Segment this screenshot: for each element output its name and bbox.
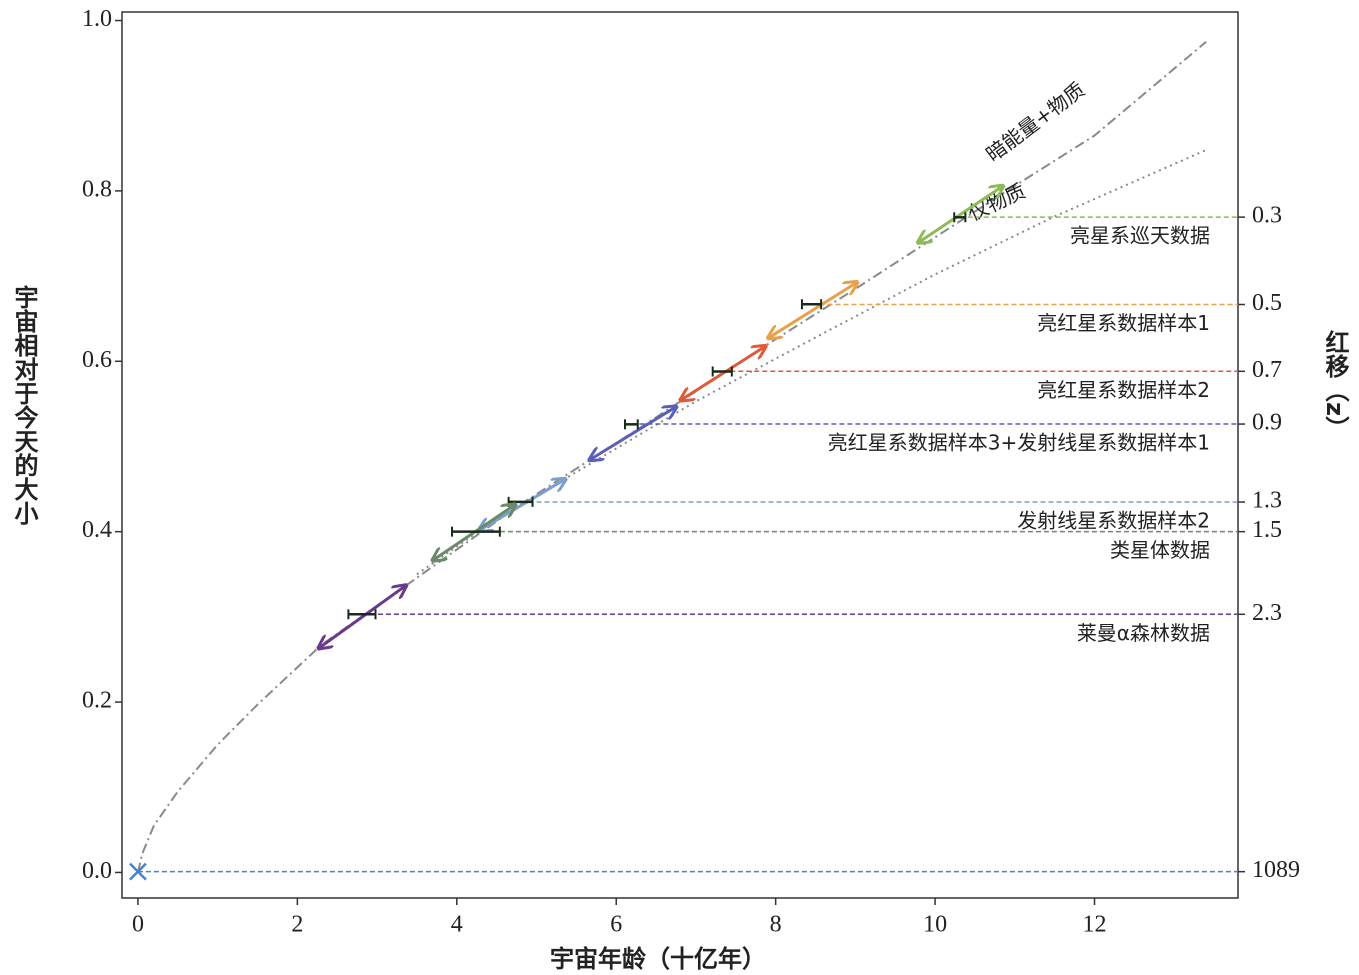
y-tick-label: 0.4	[82, 517, 112, 543]
plot-frame	[121, 11, 1239, 899]
curve-label: 暗能量+物质	[981, 77, 1089, 166]
arrow	[480, 480, 564, 530]
point-marker	[129, 862, 147, 881]
y2-tick-label: 0.9	[1252, 410, 1282, 436]
x-tick-label: 10	[923, 912, 947, 938]
x-axis-title: 宇宙年龄（十亿年）	[550, 945, 766, 973]
dataset-label: 亮红星系数据样本3+发射线星系数据样本1	[828, 431, 1210, 455]
x-tick-label: 4	[451, 912, 463, 938]
y-tick-label: 0.6	[82, 347, 112, 373]
dataset-label: 亮星系巡天数据	[1070, 224, 1210, 248]
curve	[136, 41, 1207, 873]
arrow	[320, 586, 405, 647]
x-tick-label: 6	[610, 912, 622, 938]
y-tick-label: 0.8	[82, 176, 112, 202]
y2-tick-label: 0.5	[1252, 290, 1282, 316]
y2-tick-label: 1.3	[1252, 488, 1282, 514]
arrow	[769, 283, 856, 338]
dataset-label: 莱曼α森林数据	[1077, 621, 1210, 645]
y-tick-label: 0.0	[82, 858, 112, 884]
arrow	[919, 187, 1002, 242]
y-tick-label: 0.2	[82, 688, 112, 714]
dataset-label: 亮红星系数据样本2	[1037, 378, 1210, 402]
x-tick-label: 8	[770, 912, 782, 938]
dataset-label: 类星体数据	[1110, 538, 1210, 562]
y2-tick-label: 0.3	[1252, 203, 1282, 229]
curve-label: 仅物质	[964, 179, 1029, 226]
x-tick-label: 2	[291, 912, 303, 938]
y2-tick-label: 1.5	[1252, 517, 1282, 543]
arrow	[591, 407, 675, 459]
dataset-label: 亮红星系数据样本1	[1037, 311, 1210, 335]
y-axis-title: 宇宙相对于今天的大小	[10, 285, 38, 526]
y-tick-label: 1.0	[82, 6, 112, 32]
y2-tick-label: 0.7	[1252, 357, 1282, 383]
x-tick-label: 12	[1083, 912, 1107, 938]
y2-axis-title: 红移（z）	[1321, 329, 1349, 440]
y2-tick-label: 1089	[1252, 857, 1300, 883]
dataset-label: 发射线星系数据样本2	[1017, 509, 1210, 533]
x-tick-label: 0	[132, 912, 144, 938]
arrow	[682, 347, 765, 400]
y2-tick-label: 2.3	[1252, 600, 1282, 626]
